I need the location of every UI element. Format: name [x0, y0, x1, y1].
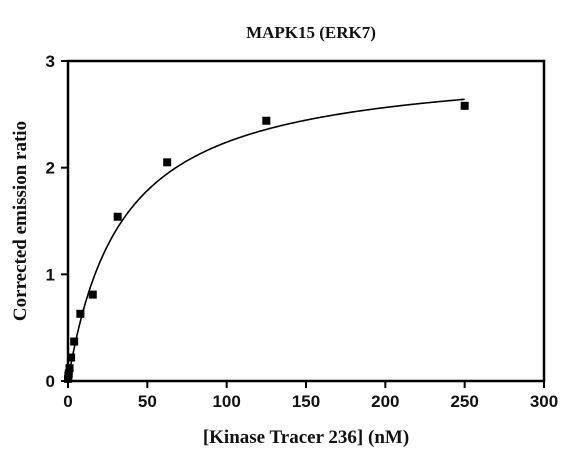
x-tick-label: 50	[138, 392, 157, 411]
data-point	[262, 116, 271, 125]
x-tick-label: 250	[450, 392, 478, 411]
fit-curve	[67, 98, 465, 382]
y-axis-label: Corrected emission ratio	[10, 121, 31, 321]
x-tick-label: 0	[63, 392, 72, 411]
plot-frame	[66, 59, 546, 383]
x-tick-label: 150	[292, 392, 320, 411]
data-point	[64, 369, 73, 378]
data-point	[70, 337, 79, 346]
data-point	[88, 290, 97, 299]
data-point	[460, 101, 469, 110]
x-axis-label: [Kinase Tracer 236] (nM)	[203, 427, 409, 448]
y-axis-ticks: 0 1 2 3	[46, 52, 68, 391]
data-point	[113, 212, 122, 221]
data-point	[65, 364, 74, 373]
y-tick-label: 1	[46, 265, 55, 284]
data-point	[67, 353, 76, 362]
x-tick-label: 300	[530, 392, 558, 411]
y-tick-label: 2	[46, 159, 55, 178]
x-axis-ticks: 0 50 100 150 200 250 300	[63, 381, 558, 411]
chart-title: MAPK15 (ERK7)	[246, 23, 376, 42]
y-tick-label: 0	[46, 372, 55, 391]
data-points	[64, 101, 469, 383]
x-tick-label: 100	[212, 392, 240, 411]
data-point	[163, 158, 172, 167]
axes	[66, 59, 546, 383]
data-point	[76, 309, 85, 318]
y-tick-label: 3	[46, 52, 55, 71]
x-tick-label: 200	[371, 392, 399, 411]
